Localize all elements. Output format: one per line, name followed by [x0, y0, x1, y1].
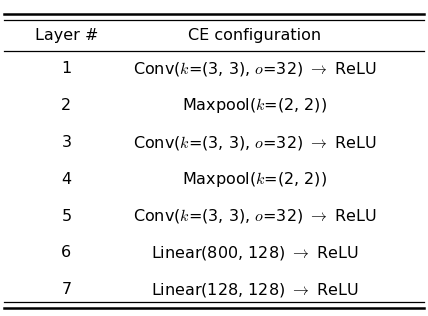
Text: CE configuration: CE configuration — [188, 28, 321, 43]
Text: Conv($k$=(3, 3), $o$=32) $\rightarrow$ ReLU: Conv($k$=(3, 3), $o$=32) $\rightarrow$ R… — [133, 134, 376, 152]
Text: Layer #: Layer # — [35, 28, 98, 43]
Text: 7: 7 — [61, 282, 71, 297]
Text: Linear(128, 128) $\rightarrow$ ReLU: Linear(128, 128) $\rightarrow$ ReLU — [151, 281, 358, 299]
Text: Maxpool($k$=(2, 2)): Maxpool($k$=(2, 2)) — [182, 170, 327, 189]
Text: Conv($k$=(3, 3), $o$=32) $\rightarrow$ ReLU: Conv($k$=(3, 3), $o$=32) $\rightarrow$ R… — [133, 207, 376, 225]
Text: 1: 1 — [61, 61, 71, 76]
Text: 6: 6 — [61, 246, 71, 260]
Text: Linear(800, 128) $\rightarrow$ ReLU: Linear(800, 128) $\rightarrow$ ReLU — [151, 244, 358, 262]
Text: Maxpool($k$=(2, 2)): Maxpool($k$=(2, 2)) — [182, 96, 327, 115]
Text: 5: 5 — [61, 209, 71, 224]
Text: 2: 2 — [61, 98, 71, 113]
Text: 3: 3 — [61, 135, 71, 150]
Text: 4: 4 — [61, 172, 71, 187]
Text: Conv($k$=(3, 3), $o$=32) $\rightarrow$ ReLU: Conv($k$=(3, 3), $o$=32) $\rightarrow$ R… — [133, 60, 376, 78]
